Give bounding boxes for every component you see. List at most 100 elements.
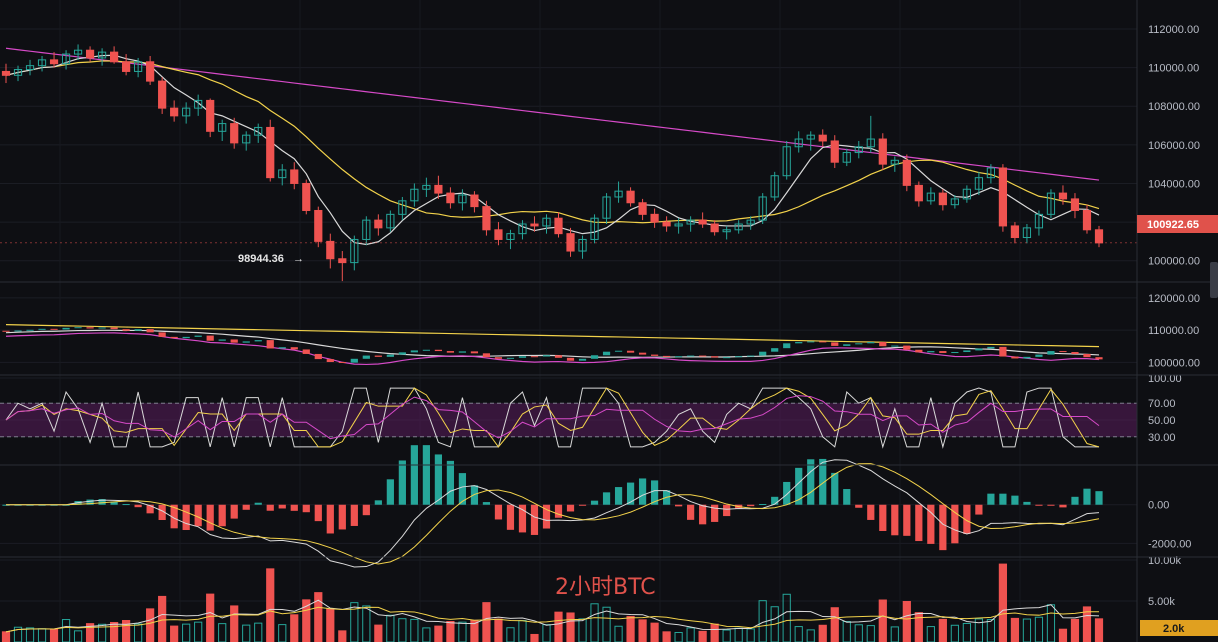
mini-candle [614,350,623,352]
candle-body [1010,225,1020,239]
candle-body [746,219,755,225]
volume-bar [146,608,155,642]
macd-histogram-bar [158,504,166,521]
macd-histogram-bar [1095,491,1103,505]
macd-histogram-bar [951,504,959,544]
macd-histogram-bar [675,504,683,507]
mini-candle [675,356,683,358]
y-tick-label: 100000.00 [1148,256,1200,268]
mini-candle [554,355,563,358]
last-price-tag: 100922.65 [1147,219,1199,231]
scroll-handle[interactable] [1210,262,1218,298]
mini-candle [626,350,635,353]
candle-body [638,202,647,215]
volume-bar [386,614,395,642]
candle-body [482,206,491,231]
macd-histogram-bar [350,504,358,526]
volume-bar [97,623,107,642]
macd-histogram-bar [1083,488,1091,505]
candle-body [314,209,323,242]
candle-body [302,182,311,211]
volume-bar [530,633,539,642]
mini-candle [891,345,899,347]
candle-body [158,80,167,109]
candle-body [974,177,983,190]
mini-candle [699,355,707,357]
candle-body [902,159,911,186]
macd-histogram-bar [530,504,539,535]
volume-bar [734,627,743,642]
volume-bar [254,622,263,642]
mini-candle [759,351,767,356]
volume-bar [194,621,203,642]
bb-upper-line [5,324,1100,348]
macd-histogram-bar [182,504,190,531]
candle-body [386,213,395,229]
moving-average-panel [2,324,1103,366]
macd-histogram-bar [314,504,322,522]
mini-candle [182,336,190,339]
mini-candle [602,351,611,356]
mini-candle [62,327,70,330]
volume-ma-short [5,599,1100,633]
candle-body [938,192,947,206]
candle-body [710,223,719,233]
mini-candle [14,330,22,332]
y-tick-label: 30.00 [1148,432,1176,444]
mini-candle [278,347,286,349]
volume-bar [290,614,299,642]
macd-histogram-bar [302,504,310,513]
mini-candle [146,329,154,333]
candle-body [890,159,899,165]
mini-candle [999,346,1007,357]
mini-candle [723,357,731,359]
macd-histogram-bar [422,445,430,505]
candle-body [1034,213,1044,229]
mini-candle [987,346,995,349]
macd-histogram-bar [999,493,1007,505]
rsi-panel [5,387,1100,449]
mini-candle [867,342,875,344]
macd-histogram-bar [614,487,623,505]
volume-bar [566,612,575,642]
mini-candle [494,357,503,359]
macd-histogram-bar [518,504,527,533]
volume-bar [818,624,827,642]
macd-histogram-bar [266,504,274,511]
macd-histogram-bar [771,496,779,505]
macd-histogram-bar [578,504,587,506]
macd-histogram-bar [626,482,635,505]
volume-bar [242,624,251,642]
low-arrow-icon: → [293,253,304,265]
rsi-band [0,402,1137,438]
mini-candle [879,342,887,347]
candle-body [1046,192,1056,215]
macd-histogram-bar [747,504,755,507]
y-tick-label: 106000.00 [1148,140,1200,152]
volume-bar [170,625,179,642]
candle-body [37,59,47,67]
volume-bar [746,628,755,642]
mini-candle [663,355,671,357]
mini-candle [1071,352,1079,354]
volume-bar [494,618,503,642]
macd-histogram-bar [278,504,286,509]
macd-histogram-bar [482,502,491,505]
volume-bar [482,602,491,642]
candle-body [626,190,635,204]
y-tick-label: 108000.00 [1148,101,1200,113]
candle-body [182,107,191,117]
price-axis[interactable]: 112000.00 110000.00 108000.00 106000.00 1040… [1148,24,1200,608]
macd-histogram-bar [386,479,394,505]
candle-body [698,219,707,225]
volume-bar [950,624,959,642]
volume-bar [25,627,35,642]
candle-body [146,61,155,82]
macd-histogram-bar [975,504,983,515]
volume-bar [938,618,947,642]
candle-body [170,107,179,117]
candle-body [194,99,203,109]
macd-histogram-bar [903,504,911,536]
mini-candle [470,351,479,354]
